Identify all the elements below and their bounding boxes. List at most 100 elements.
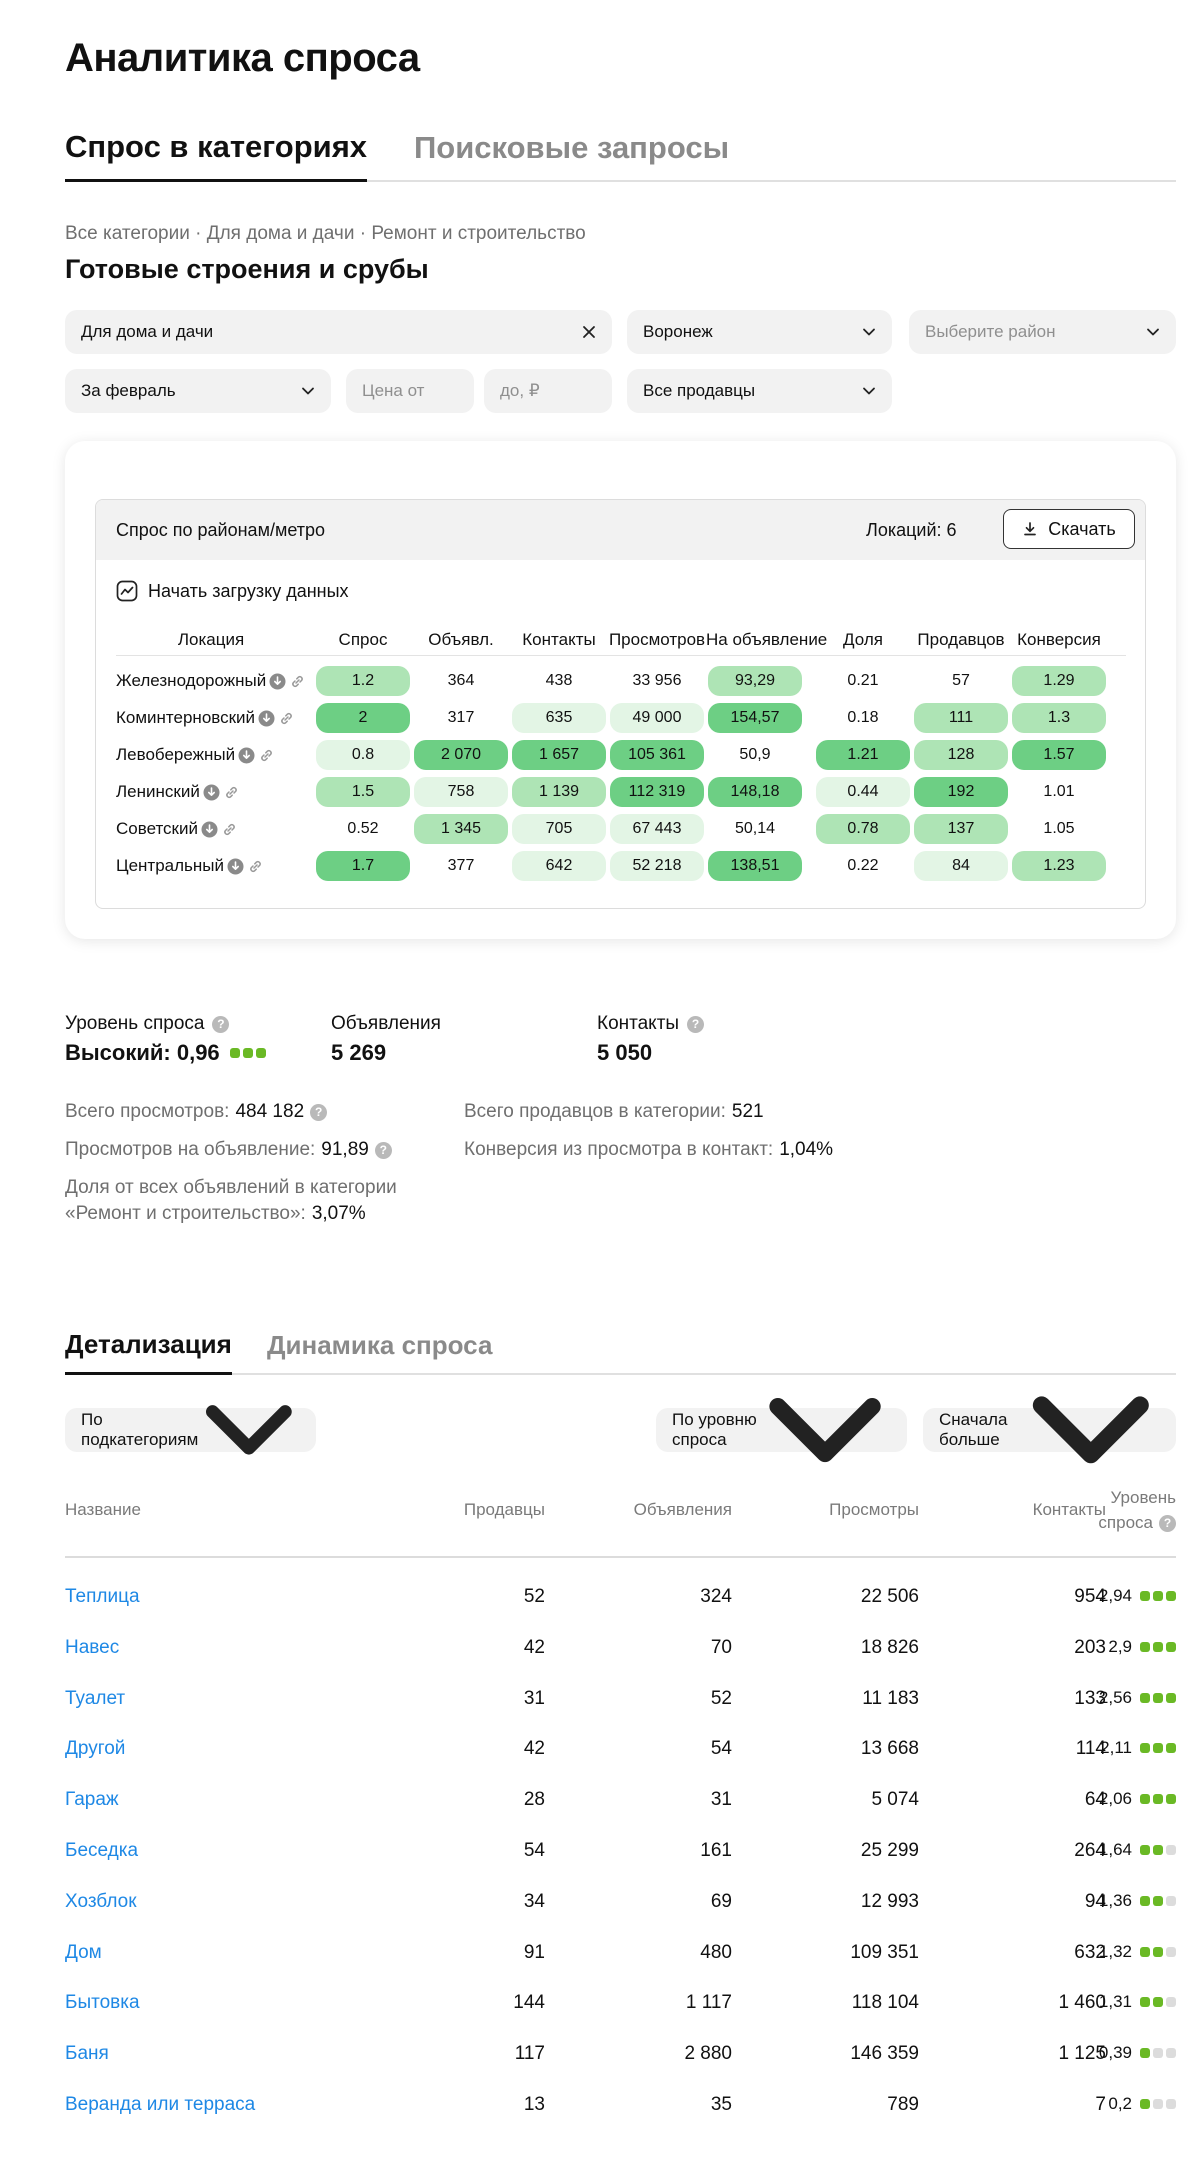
table-row: Другой 42 54 13 668 114 2,11 bbox=[65, 1724, 1176, 1774]
subcategory-link[interactable]: Навес bbox=[65, 1636, 120, 1658]
demand-level-dot bbox=[1153, 1895, 1163, 1906]
cell-sellers: 54 bbox=[523, 1840, 545, 1861]
share-label-1: Доля от всех объявлений в категории bbox=[65, 1177, 397, 1198]
sort-by-select[interactable]: По уровню спроса bbox=[656, 1397, 907, 1463]
heatmap-cell: 137 bbox=[914, 814, 1008, 844]
chevron-down-icon bbox=[863, 328, 875, 336]
city-select[interactable]: Воронеж bbox=[627, 310, 892, 354]
views-per-ad-value: 91,89 bbox=[321, 1139, 369, 1160]
cell-demand-level: 2,11 bbox=[1100, 1738, 1176, 1758]
help-icon[interactable]: ? bbox=[374, 1141, 392, 1159]
demand-level-number: 2,94 bbox=[1098, 1586, 1132, 1605]
price-to-input[interactable]: до, ₽ bbox=[484, 369, 612, 413]
demand-level-dot bbox=[1140, 1895, 1150, 1906]
heatmap-cell: 49 000 bbox=[610, 703, 704, 733]
link-icon[interactable] bbox=[289, 673, 306, 690]
sellers-select[interactable]: Все продавцы bbox=[627, 369, 892, 413]
price-to-placeholder: до, ₽ bbox=[500, 381, 540, 400]
subcategory-link[interactable]: Дом bbox=[65, 1941, 102, 1963]
demand-level-dot bbox=[1166, 1895, 1176, 1906]
tab-demand-dynamics[interactable]: Динамика спроса bbox=[267, 1330, 493, 1360]
download-circle-icon[interactable] bbox=[227, 858, 244, 875]
link-icon[interactable] bbox=[223, 784, 240, 801]
ads-value-text: 5 269 bbox=[331, 1040, 387, 1065]
subcategory-link[interactable]: Другой bbox=[65, 1738, 126, 1760]
download-circle-icon[interactable] bbox=[238, 747, 255, 764]
heatmap-location: Советский bbox=[116, 819, 238, 839]
table-row: Гараж 28 31 5 074 64 2,06 bbox=[65, 1775, 1176, 1825]
demand-level-number: 2,11 bbox=[1100, 1738, 1132, 1758]
demand-level-dot bbox=[1153, 1946, 1163, 1957]
subcategory-link[interactable]: Теплица bbox=[65, 1586, 140, 1607]
heatmap-col-header: Спрос bbox=[338, 630, 388, 649]
category-select[interactable]: Для дома и дачи bbox=[65, 310, 612, 354]
sort-by-value: По уровню спроса bbox=[672, 1410, 757, 1449]
link-icon[interactable] bbox=[258, 747, 275, 764]
heatmap-row: Коминтерновский 2 317 635 49 000 154,57 0.18 11… bbox=[116, 701, 1126, 733]
demand-level-indicator bbox=[1140, 1794, 1176, 1805]
heatmap-col-header: На объявление bbox=[706, 630, 828, 649]
cell-views: 118 104 bbox=[851, 1992, 919, 2014]
cell-views: 11 183 bbox=[862, 1687, 919, 1709]
heatmap-row: Центральный 1.7 377 642 52 218 138,51 0.22 84 1.… bbox=[116, 849, 1126, 881]
close-icon[interactable] bbox=[582, 325, 596, 339]
heatmap-cell: 377 bbox=[414, 851, 508, 881]
period-select[interactable]: За февраль bbox=[65, 369, 331, 413]
cell-sellers: 144 bbox=[513, 1992, 545, 2014]
category-select-value: Для дома и дачи bbox=[81, 322, 214, 341]
download-circle-icon[interactable] bbox=[269, 673, 286, 690]
cell-contacts: 1 125 bbox=[1058, 2043, 1106, 2065]
tab-detail[interactable]: Детализация bbox=[65, 1329, 232, 1375]
link-icon[interactable] bbox=[221, 821, 238, 838]
subcategory-link[interactable]: Бытовка bbox=[65, 1992, 140, 2014]
contacts-value-text: 5 050 bbox=[597, 1040, 653, 1065]
cell-demand-level: 1,31 bbox=[1099, 1992, 1176, 2012]
subcategory-link[interactable]: Туалет bbox=[65, 1687, 126, 1709]
tab-search-queries[interactable]: Поисковые запросы bbox=[414, 130, 730, 165]
chart-trend-icon bbox=[116, 580, 138, 602]
subcategory-link[interactable]: Веранда или терраса bbox=[65, 2094, 256, 2115]
main-tabs: Спрос в категориях Поисковые запросы bbox=[65, 129, 1176, 182]
download-circle-icon[interactable] bbox=[203, 784, 220, 801]
demand-by-district-card: Спрос по районам/метро Локаций: 6 Скачат… bbox=[65, 441, 1176, 939]
cell-ads: 2 880 bbox=[684, 2043, 732, 2065]
help-icon[interactable]: ? bbox=[1159, 1514, 1176, 1532]
link-icon[interactable] bbox=[247, 858, 264, 875]
subcategory-link[interactable]: Беседка bbox=[65, 1840, 139, 1861]
cell-demand-level: 0,39 bbox=[1099, 2043, 1176, 2063]
help-icon[interactable]: ? bbox=[212, 1015, 230, 1033]
district-select-placeholder: Выберите район bbox=[925, 322, 1056, 341]
district-select[interactable]: Выберите район bbox=[909, 310, 1176, 354]
heatmap-cell: 0.21 bbox=[816, 666, 910, 696]
start-load-button[interactable]: Начать загрузку данных bbox=[116, 580, 349, 602]
cell-demand-level: 0,2 bbox=[1108, 2094, 1176, 2114]
cell-ads: 35 bbox=[710, 2094, 732, 2115]
breadcrumb[interactable]: Все категории · Для дома и дачи · Ремонт… bbox=[65, 223, 586, 244]
subcategory-link[interactable]: Баня bbox=[65, 2043, 109, 2065]
demand-level-label-text: Уровень спроса bbox=[65, 1013, 205, 1034]
total-views-value: 484 182 bbox=[235, 1101, 305, 1122]
heatmap-row: Железнодорожный 1.2 364 438 33 956 93,29 0.21 5… bbox=[116, 664, 1126, 696]
download-circle-icon[interactable] bbox=[201, 821, 218, 838]
heatmap-cell: 33 956 bbox=[610, 666, 704, 696]
group-by-select[interactable]: По подкатегориям bbox=[65, 1405, 316, 1455]
conversion: Конверсия из просмотра в контакт: 1,04% bbox=[464, 1139, 833, 1161]
download-button[interactable]: Скачать bbox=[1003, 509, 1135, 549]
help-icon[interactable]: ? bbox=[687, 1015, 705, 1033]
cell-contacts: 1 460 bbox=[1058, 1992, 1106, 2014]
heatmap-cell: 1.5 bbox=[316, 777, 410, 807]
heatmap-cell: 1.21 bbox=[816, 740, 910, 770]
subcategory-link[interactable]: Хозблок bbox=[65, 1890, 137, 1912]
order-select[interactable]: Сначала больше bbox=[923, 1396, 1176, 1464]
help-icon[interactable]: ? bbox=[310, 1103, 328, 1121]
link-icon[interactable] bbox=[278, 710, 295, 727]
price-from-input[interactable]: Цена от bbox=[346, 369, 474, 413]
chevron-down-icon bbox=[206, 1405, 293, 1455]
demand-level-indicator bbox=[1140, 1997, 1176, 2008]
download-circle-icon[interactable] bbox=[258, 710, 275, 727]
cell-sellers: 28 bbox=[523, 1789, 545, 1811]
tab-demand-in-categories[interactable]: Спрос в категориях bbox=[65, 129, 368, 182]
panel-title: Спрос по районам/метро bbox=[116, 520, 325, 540]
heatmap-cell: 1.29 bbox=[1012, 666, 1106, 696]
subcategory-link[interactable]: Гараж bbox=[65, 1789, 119, 1811]
